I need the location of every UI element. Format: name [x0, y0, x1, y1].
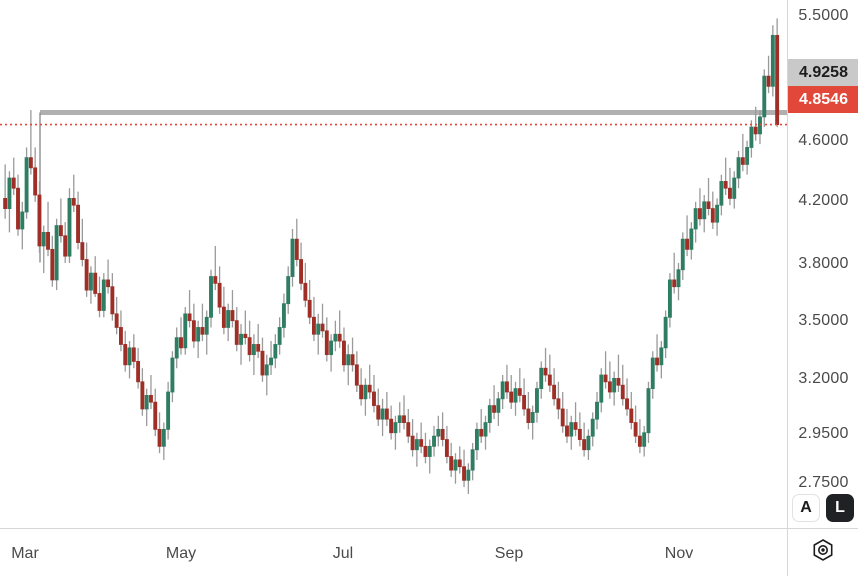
time-tick: Sep [494, 545, 524, 562]
resistance-price-badge[interactable]: 4.9258 [788, 59, 858, 86]
price-tick: 4.2000 [798, 192, 849, 209]
price-tick: 2.9500 [798, 425, 849, 442]
time-tick: May [165, 545, 197, 562]
price-tick: 2.7500 [798, 474, 849, 491]
price-tick: 4.6000 [798, 132, 849, 149]
chart-plot-area[interactable] [0, 0, 787, 528]
chart-settings-corner[interactable] [787, 528, 858, 576]
auto-scale-button[interactable]: A [792, 493, 820, 522]
price-tick: 3.8000 [798, 255, 849, 272]
time-axis[interactable]: Mar May Jul Sep Nov [0, 528, 787, 576]
price-tick: 3.2000 [798, 370, 849, 387]
price-tick: 3.5000 [798, 312, 849, 329]
scale-button-group: A L [788, 487, 858, 528]
gear-hexagon-icon[interactable] [810, 537, 836, 568]
time-tick: Jul [332, 545, 354, 562]
price-axis[interactable]: 5.5000 4.6000 4.2000 3.8000 3.5000 3.200… [787, 0, 858, 528]
time-tick: Mar [11, 545, 39, 562]
candlestick-series[interactable] [0, 0, 787, 528]
price-tick: 5.5000 [798, 7, 849, 24]
time-tick: Nov [664, 545, 694, 562]
log-scale-button[interactable]: L [826, 493, 854, 522]
last-price-badge[interactable]: 4.8546 [788, 86, 858, 113]
